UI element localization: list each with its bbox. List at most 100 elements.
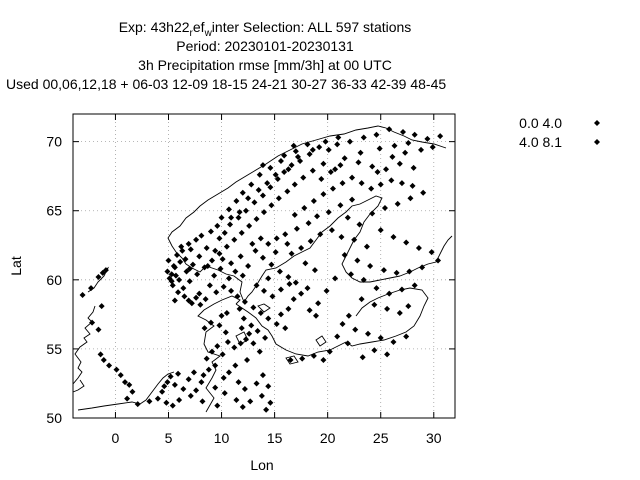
data-point: [265, 383, 272, 390]
data-point: [177, 258, 184, 265]
data-point: [212, 362, 219, 369]
data-point: [207, 319, 214, 326]
data-point: [367, 263, 374, 269]
data-point: [396, 160, 403, 167]
data-point: [310, 352, 317, 359]
x-tick-label: 5: [165, 430, 173, 446]
data-point: [193, 387, 200, 394]
data-point: [376, 145, 383, 152]
data-point: [246, 330, 253, 337]
data-point: [176, 397, 183, 404]
data-point: [250, 340, 257, 347]
data-point: [302, 260, 309, 267]
data-point: [268, 261, 275, 268]
y-tick-label: 60: [46, 272, 62, 288]
data-point: [197, 301, 204, 308]
data-point: [339, 321, 346, 328]
data-point: [332, 166, 339, 173]
data-point: [176, 276, 183, 283]
data-point: [265, 275, 272, 282]
data-point: [261, 209, 267, 216]
x-tick-label: 10: [214, 430, 230, 446]
data-point: [204, 263, 211, 269]
data-point: [221, 229, 228, 236]
data-point: [175, 370, 182, 377]
data-point: [386, 126, 393, 133]
data-point: [221, 390, 228, 397]
data-point: [377, 181, 384, 188]
data-point: [216, 250, 223, 257]
data-point: [189, 261, 196, 268]
data-point: [337, 162, 344, 169]
data-point: [407, 195, 414, 202]
data-point: [282, 231, 289, 238]
chart-title-line-4: Used 00,06,12,18 + 06-03 12-09 18-15 24-…: [6, 76, 447, 92]
data-point: [301, 204, 308, 211]
data-point: [223, 309, 230, 316]
data-point: [186, 265, 193, 272]
data-point: [341, 251, 348, 258]
data-point: [400, 128, 407, 135]
data-point: [205, 366, 212, 373]
data-point: [97, 351, 104, 358]
data-point: [377, 227, 384, 234]
data-point: [218, 214, 225, 221]
data-point: [232, 362, 239, 369]
data-point: [424, 135, 431, 142]
data-point: [117, 372, 124, 379]
data-point: [171, 297, 178, 304]
data-point: [377, 334, 384, 341]
data-point: [357, 149, 364, 156]
data-point: [257, 309, 264, 316]
title-subscript-r: r: [189, 28, 193, 39]
chart-title-line-1: Exp: 43h22refwinter Selection: ALL 597 s…: [0, 18, 530, 39]
data-point: [220, 374, 227, 381]
data-point: [236, 209, 243, 216]
data-point: [288, 162, 295, 169]
data-point: [179, 247, 186, 254]
data-point: [390, 233, 397, 240]
data-point: [298, 290, 305, 297]
data-point: [219, 351, 226, 358]
data-point: [201, 325, 208, 332]
data-point: [237, 253, 244, 260]
data-point: [339, 180, 346, 187]
data-point: [102, 267, 109, 274]
data-point: [380, 267, 387, 274]
chart-title-line-2: Period: 20230101-20230131: [176, 38, 354, 54]
data-point: [403, 239, 410, 246]
data-point: [185, 297, 192, 304]
data-point: [113, 366, 120, 373]
data-point: [402, 149, 409, 156]
legend: 0.0 4.0 4.0 8.1: [519, 115, 600, 150]
data-point: [193, 236, 200, 243]
data-point: [238, 325, 245, 332]
data-point: [398, 180, 405, 187]
data-point: [169, 282, 176, 289]
data-point: [263, 406, 270, 413]
data-point: [325, 209, 332, 216]
data-point: [390, 339, 397, 345]
data-point: [124, 395, 131, 402]
data-point: [309, 146, 316, 153]
y-tick-label: 65: [46, 203, 62, 219]
data-point: [381, 204, 388, 211]
data-point: [338, 233, 345, 240]
data-point: [345, 312, 352, 319]
data-point: [180, 285, 187, 292]
data-point: [181, 293, 188, 300]
data-point: [371, 347, 378, 354]
data-point: [300, 174, 307, 181]
data-point: [228, 214, 235, 221]
data-point: [169, 402, 176, 409]
data-point: [252, 247, 259, 254]
legend-label: 0.0 4.0: [519, 115, 562, 131]
coastline-map: [72, 125, 453, 413]
data-point: [388, 177, 395, 184]
data-point: [406, 268, 413, 275]
data-point: [106, 362, 113, 369]
data-point: [255, 187, 262, 193]
data-point: [228, 260, 235, 267]
data-point: [286, 280, 293, 287]
data-point: [159, 388, 166, 395]
